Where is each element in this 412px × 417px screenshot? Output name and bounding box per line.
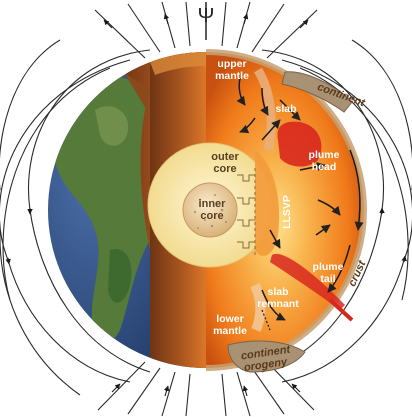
field-arrowheads bbox=[5, 13, 407, 397]
llsvp bbox=[255, 150, 280, 256]
label-upper-mantle-2: mantle bbox=[215, 70, 249, 82]
slab-subducting bbox=[254, 67, 276, 152]
label-slab: slab bbox=[275, 103, 296, 115]
label-slab-remnant-1: slab bbox=[267, 286, 288, 298]
label-plume-tail-1: plume bbox=[313, 261, 344, 273]
label-inner-core-1: inner bbox=[199, 198, 227, 210]
plume-head bbox=[277, 121, 322, 167]
slab-remnant-dotted bbox=[261, 309, 271, 331]
label-slab-remnant-2: remnant bbox=[257, 298, 299, 310]
label-plume-head-2: head bbox=[312, 161, 337, 173]
landmass bbox=[53, 75, 162, 343]
svg-text:Ψ: Ψ bbox=[198, 5, 215, 27]
inner-core-texture bbox=[193, 194, 227, 229]
cmb-pattern bbox=[237, 168, 256, 258]
rotation-axis-icon: Ψ bbox=[198, 2, 215, 40]
slab-remnant bbox=[250, 282, 266, 332]
diagram-labels: upper mantle slab continent outer core i… bbox=[199, 58, 369, 374]
continent-orogeny bbox=[227, 340, 306, 373]
label-lower-mantle-1: lower bbox=[216, 313, 243, 325]
label-plume-tail-2: tail bbox=[320, 273, 335, 285]
label-upper-mantle-1: upper bbox=[217, 58, 246, 70]
inner-core bbox=[182, 182, 238, 238]
globe bbox=[48, 52, 364, 368]
label-lower-mantle-2: mantle bbox=[213, 325, 247, 337]
label-outer-core-2: core bbox=[213, 163, 236, 175]
convection-arrows bbox=[236, 77, 364, 321]
label-outer-core-1: outer bbox=[211, 151, 239, 163]
label-llsvp: LLSVP bbox=[281, 195, 293, 229]
plume-tail bbox=[270, 253, 345, 310]
label-plume-head-1: plume bbox=[309, 149, 340, 161]
continent-top bbox=[281, 71, 353, 113]
label-inner-core-2: core bbox=[200, 210, 223, 222]
